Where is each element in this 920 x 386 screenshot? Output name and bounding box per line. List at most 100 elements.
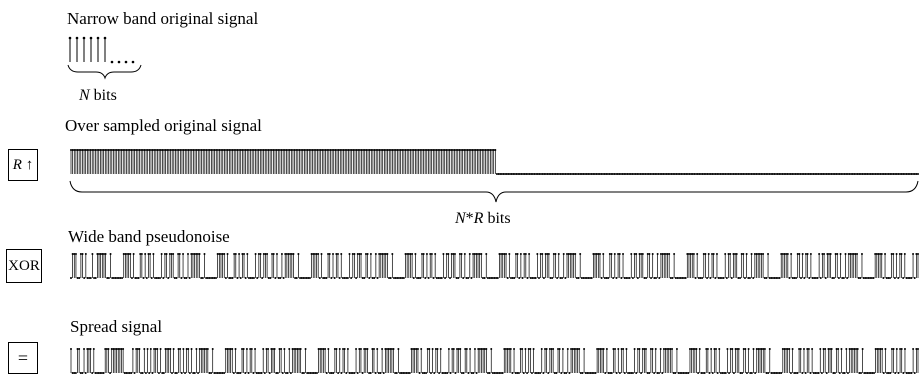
oversampled-dot (223, 149, 226, 151)
pseudonoise-sample (481, 277, 484, 279)
oversampled-dot (282, 149, 285, 151)
oversampled-sample (180, 149, 183, 174)
upsample-operator-box: R ↑ (8, 149, 38, 181)
oversampled-dot (874, 173, 877, 175)
pseudonoise-sample (589, 277, 592, 279)
spread-sample (270, 348, 273, 373)
oversampled-sample (859, 173, 862, 175)
oversampled-sample (231, 149, 234, 174)
oversampled-dot (425, 149, 428, 151)
oversampled-sample (309, 149, 312, 174)
pseudonoise-dot (111, 277, 114, 279)
spread-dot (496, 372, 499, 374)
pseudonoise-dot (892, 253, 895, 255)
spread-dot (517, 372, 520, 374)
oversampled-sample (249, 149, 252, 174)
oversampled-dot (96, 149, 99, 151)
oversampled-sample (211, 149, 214, 174)
pseudonoise-sample (236, 277, 239, 279)
pseudonoise-sample (333, 277, 336, 279)
oversampled-sample (482, 149, 485, 174)
spread-dot (439, 348, 442, 350)
pseudonoise-sample (564, 277, 567, 279)
pseudonoise-sample (631, 277, 634, 279)
oversampled-sample (176, 149, 179, 174)
pseudonoise-dot (210, 277, 213, 279)
pseudonoise-dot (905, 277, 908, 279)
oversampled-dot (202, 149, 205, 151)
pseudonoise-dot (800, 277, 803, 279)
oversampled-dot (866, 173, 869, 175)
spread-sample (534, 372, 537, 374)
spread-sample (153, 348, 156, 373)
pseudonoise-dot (98, 253, 101, 255)
oversampled-dot (443, 149, 446, 151)
oversampled-dot (319, 149, 322, 151)
pseudonoise-sample (132, 253, 135, 278)
oversampled-dot (765, 173, 768, 175)
oversampled-sample (902, 173, 905, 175)
pseudonoise-sample (307, 277, 310, 279)
spread-sample (91, 372, 94, 374)
pseudonoise-sample (839, 253, 842, 278)
spread-dot (781, 348, 784, 350)
oversampled-sample (708, 173, 711, 175)
spread-sample (568, 372, 571, 374)
spread-sample (167, 348, 170, 373)
pseudonoise-sample (536, 253, 539, 278)
pseudonoise-sample (668, 253, 671, 278)
spread-sample (873, 372, 876, 374)
pseudonoise-dot (165, 253, 168, 255)
spread-sample (162, 372, 165, 374)
pseudonoise-sample (597, 253, 600, 278)
pseudonoise-dot (663, 253, 666, 255)
spread-dot (180, 372, 183, 374)
oversampled-sample (316, 149, 319, 174)
spread-dot (488, 372, 491, 374)
oversampled-dot (851, 173, 854, 175)
spread-sample (482, 348, 485, 373)
spread-dot (193, 372, 196, 374)
oversampled-dot (716, 173, 719, 175)
oversampled-dot (889, 173, 892, 175)
pseudonoise-dot (297, 253, 300, 255)
oversampled-sample (644, 173, 647, 175)
pseudonoise-sample (505, 253, 508, 278)
oversampled-sample (618, 173, 621, 175)
spread-sample (552, 348, 555, 373)
oversampled-sample (164, 149, 167, 174)
oversampled-dot (858, 173, 861, 175)
pseudonoise-dot (361, 277, 364, 279)
spread-sample (786, 348, 789, 373)
oversampled-dot (502, 173, 505, 175)
up-arrow-icon: ↑ (25, 156, 34, 173)
spread-dot (89, 348, 92, 350)
spread-dot (320, 348, 323, 350)
oversampled-dot (714, 173, 717, 175)
pseudonoise-sample (613, 253, 616, 278)
oversampled-sample (843, 173, 846, 175)
spread-dot (705, 348, 708, 350)
pseudonoise-dot (439, 277, 442, 279)
spread-dot (631, 372, 634, 374)
spread-sample (429, 372, 432, 374)
spread-sample (807, 348, 810, 373)
oversampled-sample (615, 173, 618, 175)
spread-sample (905, 372, 908, 374)
spread-dot (319, 348, 322, 350)
oversampled-sample (324, 149, 327, 174)
spread-sample (416, 348, 419, 373)
spread-sample (342, 348, 345, 373)
spread-dot (542, 372, 545, 374)
spread-sample (601, 348, 604, 373)
spread-dot (526, 372, 529, 374)
spread-dot (633, 348, 636, 350)
spread-dot (566, 348, 569, 350)
spread-dot (340, 372, 343, 374)
spread-dot (73, 372, 76, 374)
oversampled-sample (779, 173, 782, 175)
oversampled-dot (678, 173, 681, 175)
spread-sample (563, 372, 566, 374)
pseudonoise-sample (689, 253, 692, 278)
pseudonoise-sample (714, 277, 717, 279)
